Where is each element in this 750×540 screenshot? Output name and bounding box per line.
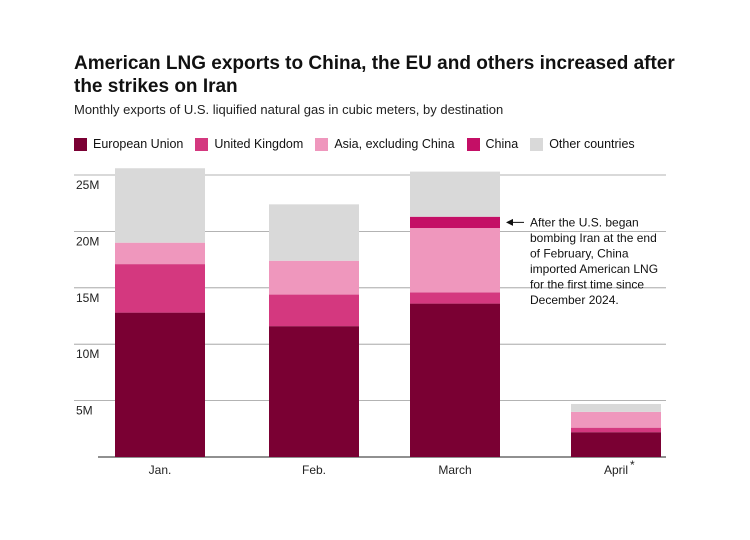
x-tick-label: March: [438, 463, 471, 477]
annotation-text-line: imported American LNG: [530, 262, 658, 276]
legend-label: United Kingdom: [214, 137, 304, 151]
annotation-text-line: bombing Iran at the end: [530, 231, 657, 245]
x-tick-label: April: [604, 463, 628, 477]
y-tick-label: 20M: [76, 234, 99, 248]
axis-ticks: 5M 10M 15M 20M 25M Jan. Feb. March April *: [76, 178, 635, 477]
bar-segment-united-kingdom: [115, 264, 205, 313]
legend-item-united-kingdom: United Kingdom: [195, 137, 303, 151]
bar-segment-european-union: [269, 326, 359, 457]
bar-segment-asia-excluding-china: [115, 242, 205, 265]
bar-segment-other-countries: [115, 168, 205, 243]
y-tick-label: 10M: [76, 347, 99, 361]
x-tick-label: Feb.: [302, 463, 326, 477]
bar-segment-united-kingdom: [410, 292, 500, 304]
annotation-text-line: for the first time since: [530, 277, 644, 291]
chart-legend: European Union United Kingdom Asia, exclud…: [74, 137, 647, 151]
legend-swatch: [530, 137, 544, 151]
legend-swatch: [74, 137, 87, 151]
annotation-text-line: After the U.S. began: [530, 215, 639, 229]
legend-label: Asia, excluding China: [334, 137, 455, 151]
chart-subtitle: Monthly exports of U.S. liquified natura…: [74, 102, 504, 117]
legend-swatch: [315, 137, 329, 151]
legend-label: Other countries: [549, 137, 635, 151]
bar-segment-united-kingdom: [571, 427, 661, 433]
bar-segment-asia-excluding-china: [571, 411, 661, 428]
annotation: After the U.S. began bombing Iran at the …: [506, 215, 658, 307]
legend-label: European Union: [93, 137, 184, 151]
bar-segment-other-countries: [571, 403, 661, 412]
annotation-text-line: of February, China: [530, 246, 629, 260]
bar-segment-china: [410, 216, 500, 229]
legend-label: China: [485, 137, 519, 151]
bar-segment-asia-excluding-china: [269, 260, 359, 295]
legend-item-asia-excluding-china: Asia, excluding China: [315, 137, 455, 151]
legend-item-china: China: [466, 137, 519, 151]
x-tick-label: Jan.: [149, 463, 172, 477]
annotation-arrowhead: [506, 218, 513, 226]
x-tick-footnote-mark: *: [630, 458, 635, 472]
bars: [115, 168, 661, 457]
bar-segment-united-kingdom: [269, 294, 359, 327]
bar-segment-european-union: [571, 432, 661, 457]
bar-segment-other-countries: [410, 171, 500, 217]
annotation-text-line: December 2024.: [530, 293, 619, 307]
y-tick-label: 25M: [76, 178, 99, 192]
bar-segment-european-union: [115, 312, 205, 457]
legend-swatch: [466, 137, 480, 151]
bar-segment-other-countries: [269, 204, 359, 261]
bar-segment-european-union: [410, 303, 500, 457]
legend-swatch: [195, 137, 209, 151]
y-tick-label: 15M: [76, 291, 99, 305]
bar-segment-asia-excluding-china: [410, 228, 500, 293]
legend-item-other-countries: Other countries: [530, 137, 635, 151]
legend-item-european-union: European Union: [74, 137, 183, 151]
chart-title: American LNG exports to China, the EU an…: [74, 53, 675, 97]
y-tick-label: 5M: [76, 404, 93, 418]
